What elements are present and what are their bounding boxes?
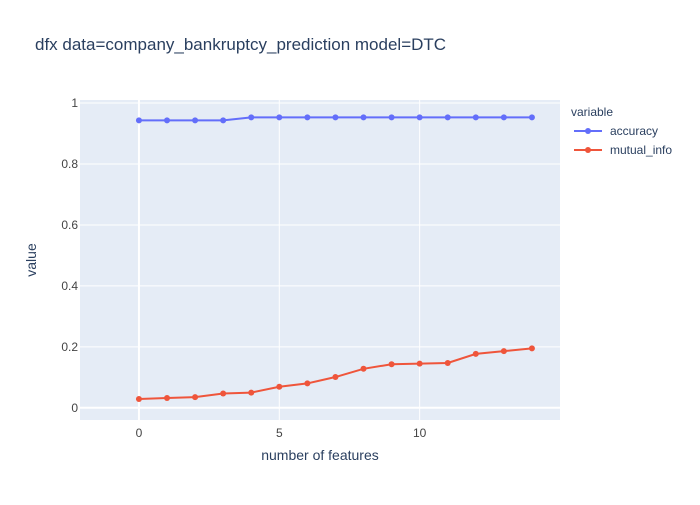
x-tick-label: 10 bbox=[413, 426, 427, 440]
data-point-accuracy[interactable] bbox=[304, 114, 311, 121]
legend-label: accuracy bbox=[610, 124, 658, 138]
grid-lines bbox=[80, 100, 560, 420]
y-tick-label: 0.4 bbox=[61, 279, 78, 293]
legend-item-mutual_info[interactable]: mutual_info bbox=[574, 143, 672, 157]
data-point-mutual_info[interactable] bbox=[192, 394, 199, 401]
data-point-accuracy[interactable] bbox=[276, 114, 283, 121]
data-point-accuracy[interactable] bbox=[444, 114, 451, 121]
data-point-mutual_info[interactable] bbox=[332, 374, 339, 381]
data-point-mutual_info[interactable] bbox=[528, 345, 535, 352]
legend: variable accuracy mutual_info bbox=[571, 105, 672, 157]
data-point-accuracy[interactable] bbox=[220, 117, 227, 124]
legend-swatch-marker bbox=[585, 128, 591, 134]
x-tick-label: 0 bbox=[136, 426, 143, 440]
data-point-accuracy[interactable] bbox=[332, 114, 339, 121]
legend-title: variable bbox=[571, 105, 613, 119]
data-point-mutual_info[interactable] bbox=[388, 361, 395, 368]
legend-swatch-marker bbox=[585, 147, 591, 153]
y-tick-label: 0.2 bbox=[61, 340, 78, 354]
plot-area bbox=[80, 100, 560, 420]
x-tick-label: 5 bbox=[276, 426, 283, 440]
data-point-accuracy[interactable] bbox=[388, 114, 395, 121]
data-point-mutual_info[interactable] bbox=[444, 360, 451, 367]
y-axis-label: value bbox=[23, 243, 39, 277]
data-point-mutual_info[interactable] bbox=[276, 383, 283, 390]
legend-item-accuracy[interactable]: accuracy bbox=[574, 124, 658, 138]
data-point-accuracy[interactable] bbox=[416, 114, 423, 121]
data-point-accuracy[interactable] bbox=[192, 117, 199, 124]
data-point-accuracy[interactable] bbox=[472, 114, 479, 121]
data-point-accuracy[interactable] bbox=[500, 114, 507, 121]
legend-label: mutual_info bbox=[610, 143, 672, 157]
data-point-accuracy[interactable] bbox=[360, 114, 367, 121]
data-point-mutual_info[interactable] bbox=[304, 380, 311, 387]
data-point-accuracy[interactable] bbox=[135, 117, 142, 124]
y-tick-label: 1 bbox=[71, 96, 78, 110]
x-axis-label: number of features bbox=[261, 447, 379, 463]
y-tick-label: 0.8 bbox=[61, 157, 78, 171]
data-point-accuracy[interactable] bbox=[164, 117, 171, 124]
data-point-mutual_info[interactable] bbox=[360, 365, 367, 372]
axis-ticks: 00.20.40.60.810 5 10 bbox=[61, 96, 426, 440]
data-point-mutual_info[interactable] bbox=[500, 348, 507, 355]
data-point-mutual_info[interactable] bbox=[164, 395, 171, 402]
data-point-mutual_info[interactable] bbox=[248, 389, 255, 396]
y-tick-label: 0 bbox=[71, 401, 78, 415]
data-point-accuracy[interactable] bbox=[528, 114, 535, 121]
data-point-accuracy[interactable] bbox=[248, 114, 255, 121]
data-point-mutual_info[interactable] bbox=[416, 360, 423, 367]
data-point-mutual_info[interactable] bbox=[220, 390, 227, 397]
series-lines bbox=[135, 114, 535, 402]
data-point-mutual_info[interactable] bbox=[472, 350, 479, 357]
data-point-mutual_info[interactable] bbox=[135, 395, 142, 402]
chart-title: dfx data=company_bankruptcy_prediction m… bbox=[35, 35, 446, 54]
y-tick-label: 0.6 bbox=[61, 218, 78, 232]
